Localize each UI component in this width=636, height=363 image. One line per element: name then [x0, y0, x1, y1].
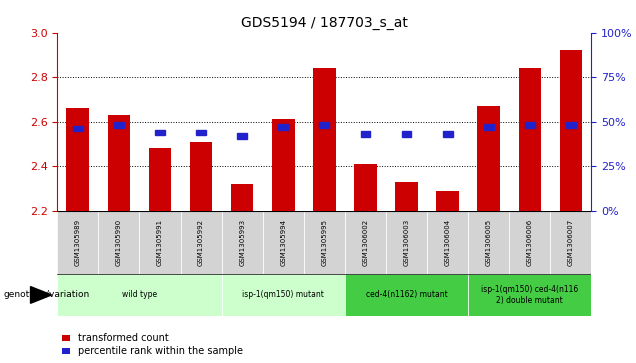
Text: GSM1305992: GSM1305992 — [198, 219, 204, 266]
Bar — [73, 126, 83, 131]
Bar — [196, 130, 206, 135]
Text: GSM1306004: GSM1306004 — [445, 219, 451, 266]
Text: GSM1305993: GSM1305993 — [239, 219, 245, 266]
Bar — [313, 68, 336, 211]
Bar — [361, 131, 370, 137]
Bar — [354, 164, 377, 211]
Bar — [395, 182, 418, 211]
Bar — [525, 122, 535, 128]
Bar — [436, 191, 459, 211]
Text: GSM1306007: GSM1306007 — [568, 219, 574, 266]
Bar — [386, 211, 427, 274]
Bar — [57, 274, 221, 316]
Bar — [345, 211, 386, 274]
Text: isp-1(qm150) ced-4(n116
2) double mutant: isp-1(qm150) ced-4(n116 2) double mutant — [481, 285, 579, 305]
Bar — [279, 124, 288, 130]
Text: GSM1306006: GSM1306006 — [527, 219, 533, 266]
Text: GSM1306002: GSM1306002 — [363, 219, 368, 266]
Bar — [468, 211, 509, 274]
Bar — [221, 211, 263, 274]
Bar — [304, 211, 345, 274]
Bar — [550, 211, 591, 274]
Bar — [139, 211, 181, 274]
Bar — [518, 68, 541, 211]
Text: genotype/variation: genotype/variation — [3, 290, 90, 299]
Bar — [468, 274, 591, 316]
Bar — [560, 50, 582, 211]
Text: GSM1305995: GSM1305995 — [321, 219, 328, 266]
Bar — [478, 106, 500, 211]
Bar — [99, 211, 139, 274]
Bar — [272, 119, 294, 211]
Bar — [149, 148, 171, 211]
Text: GSM1305989: GSM1305989 — [75, 219, 81, 266]
Bar — [237, 133, 247, 139]
Bar — [427, 211, 468, 274]
Polygon shape — [31, 287, 52, 303]
Text: ced-4(n1162) mutant: ced-4(n1162) mutant — [366, 290, 447, 299]
Bar — [509, 211, 550, 274]
Bar — [345, 274, 468, 316]
Bar — [107, 115, 130, 211]
Text: GSM1306003: GSM1306003 — [404, 219, 410, 266]
Legend: transformed count, percentile rank within the sample: transformed count, percentile rank withi… — [62, 333, 243, 356]
Bar — [401, 131, 411, 137]
Bar — [566, 122, 576, 128]
Text: wild type: wild type — [122, 290, 157, 299]
Bar — [155, 130, 165, 135]
Bar — [443, 131, 453, 137]
Bar — [114, 122, 124, 128]
Bar — [181, 211, 221, 274]
Text: GSM1306005: GSM1306005 — [486, 219, 492, 266]
Bar — [67, 108, 89, 211]
Bar — [57, 211, 99, 274]
Text: isp-1(qm150) mutant: isp-1(qm150) mutant — [242, 290, 324, 299]
Title: GDS5194 / 187703_s_at: GDS5194 / 187703_s_at — [241, 16, 408, 30]
Bar — [263, 211, 304, 274]
Bar — [190, 142, 212, 211]
Text: GSM1305991: GSM1305991 — [157, 219, 163, 266]
Text: GSM1305990: GSM1305990 — [116, 219, 122, 266]
Bar — [484, 124, 494, 130]
Text: GSM1305994: GSM1305994 — [280, 219, 286, 266]
Bar — [231, 184, 254, 211]
Bar — [319, 122, 329, 128]
Bar — [221, 274, 345, 316]
